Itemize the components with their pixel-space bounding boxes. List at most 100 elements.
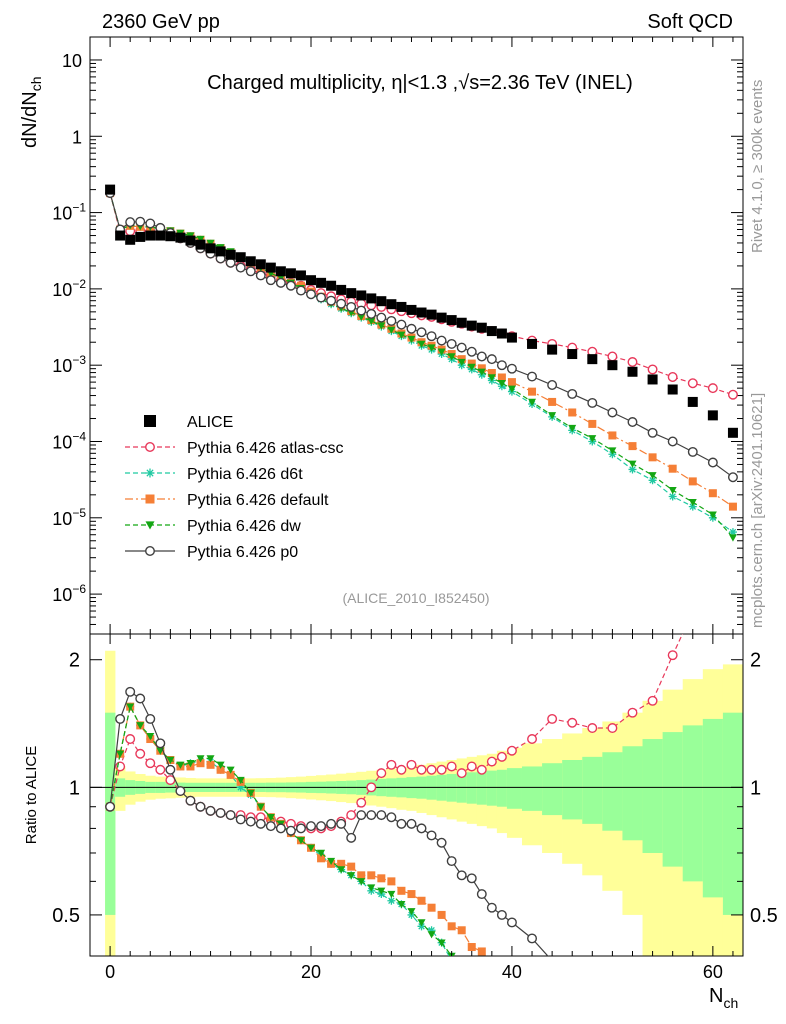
point-p0	[295, 285, 306, 296]
point-dw	[497, 380, 506, 388]
legend-entry-alice: ALICE	[144, 414, 233, 431]
ratio-y-tick-label: 2	[69, 650, 80, 672]
legend-marker-alice	[144, 415, 156, 427]
ratio-point-default	[447, 922, 456, 931]
point-p0	[547, 380, 558, 390]
legend-entry-default: Pythia 6.426 default	[125, 492, 329, 509]
ratio-point-p0	[326, 818, 337, 829]
point-default	[467, 359, 476, 368]
ratio-point-atlas_csc	[466, 761, 477, 772]
legend-entry-p0: Pythia 6.426 p0	[125, 544, 298, 561]
ratio-y-tick-label-right: 0.5	[750, 905, 778, 927]
point-p0	[567, 388, 578, 399]
ratio-point-p0	[245, 816, 256, 827]
ratio-point-p0	[527, 933, 538, 944]
point-p0	[707, 457, 718, 468]
ratio-point-p0	[306, 821, 316, 832]
ratio-point-p0	[496, 909, 507, 920]
point-alice	[506, 332, 517, 343]
ratio-point-dw	[266, 814, 275, 822]
point-p0	[285, 280, 296, 291]
y-tick-label: 1	[72, 127, 82, 147]
point-p0	[727, 472, 738, 483]
ratio-point-dw	[327, 857, 336, 866]
ratio-point-default	[387, 877, 396, 886]
point-dw	[477, 368, 486, 376]
point-d6t	[648, 476, 657, 485]
series-alice	[105, 184, 738, 438]
svg-text:dN/dNch: dN/dNch	[19, 77, 44, 149]
ratio-point-atlas_csc	[356, 797, 367, 808]
ratio-point-p0	[456, 870, 467, 881]
ratio-point-dw	[246, 789, 255, 797]
plot-title: Charged multiplicity, η|<1.3 ,√s=2.36 Te…	[207, 72, 633, 94]
point-alice	[165, 231, 176, 242]
ratio-band-inner	[476, 771, 488, 805]
point-alice	[486, 326, 497, 337]
point-dw	[417, 340, 426, 348]
point-p0	[235, 262, 246, 273]
point-alice	[105, 184, 116, 195]
y-tick-label: 10−5	[52, 506, 86, 529]
ratio-point-atlas_csc	[386, 759, 397, 770]
ratio-band-inner	[602, 752, 623, 831]
legend-label-atlas_csc: Pythia 6.426 atlas-csc	[187, 440, 344, 457]
ratio-band-inner	[521, 766, 543, 811]
ratio-point-p0	[175, 786, 186, 797]
y-tick-label: 10−4	[52, 429, 86, 452]
ratio-point-dw	[126, 703, 135, 711]
ratio-band-inner	[542, 763, 563, 816]
point-alice	[687, 396, 698, 407]
ratio-point-atlas_csc	[376, 768, 387, 779]
point-p0	[255, 270, 266, 281]
main-plot: Charged multiplicity, η|<1.3 ,√s=2.36 Te…	[19, 36, 744, 635]
point-alice	[406, 304, 417, 315]
point-alice	[255, 259, 266, 270]
ratio-point-p0	[406, 818, 417, 829]
point-p0	[346, 301, 357, 312]
series-atlas_csc	[105, 188, 738, 400]
point-p0	[506, 363, 517, 374]
point-alice	[306, 275, 317, 286]
ratio-band-inner	[486, 770, 498, 806]
point-p0	[627, 417, 638, 427]
ratio-point-p0	[215, 807, 226, 818]
point-atlas_csc	[727, 389, 738, 400]
point-alice	[466, 320, 477, 331]
point-dw	[588, 435, 597, 443]
point-atlas_csc	[627, 357, 638, 368]
side-label-mcplots: mcplots.cern.ch [arXiv:2401.10621]	[749, 393, 766, 628]
point-dw	[668, 486, 677, 495]
ratio-point-atlas_csc	[547, 713, 558, 724]
ratio-band-inner	[105, 712, 116, 915]
point-dw	[437, 348, 446, 356]
ratio-point-p0	[376, 810, 387, 821]
point-default	[528, 387, 537, 396]
point-p0	[426, 331, 437, 342]
point-alice	[416, 307, 427, 318]
y-tick-label: 10−3	[52, 353, 86, 376]
legend-marker-p0	[145, 546, 155, 556]
ratio-point-dw	[236, 776, 245, 785]
ratio-point-default	[216, 765, 225, 774]
ratio-point-p0	[165, 764, 176, 775]
point-p0	[145, 218, 156, 229]
ratio-point-atlas_csc	[496, 751, 507, 762]
point-alice	[295, 270, 306, 281]
point-dw	[708, 511, 717, 519]
ratio-point-dw	[136, 722, 145, 730]
ratio-point-dw	[226, 766, 235, 774]
point-alice	[456, 317, 467, 328]
point-alice	[185, 235, 196, 246]
series-line-atlas_csc	[109, 192, 734, 396]
point-p0	[336, 298, 347, 309]
ratio-point-default	[457, 926, 466, 935]
point-default	[688, 477, 697, 486]
ratio-point-atlas_csc	[416, 764, 427, 775]
ratio-point-default	[407, 890, 416, 899]
ratio-point-p0	[125, 686, 136, 697]
main-series	[105, 184, 738, 542]
point-p0	[306, 289, 316, 300]
point-alice	[125, 234, 136, 245]
